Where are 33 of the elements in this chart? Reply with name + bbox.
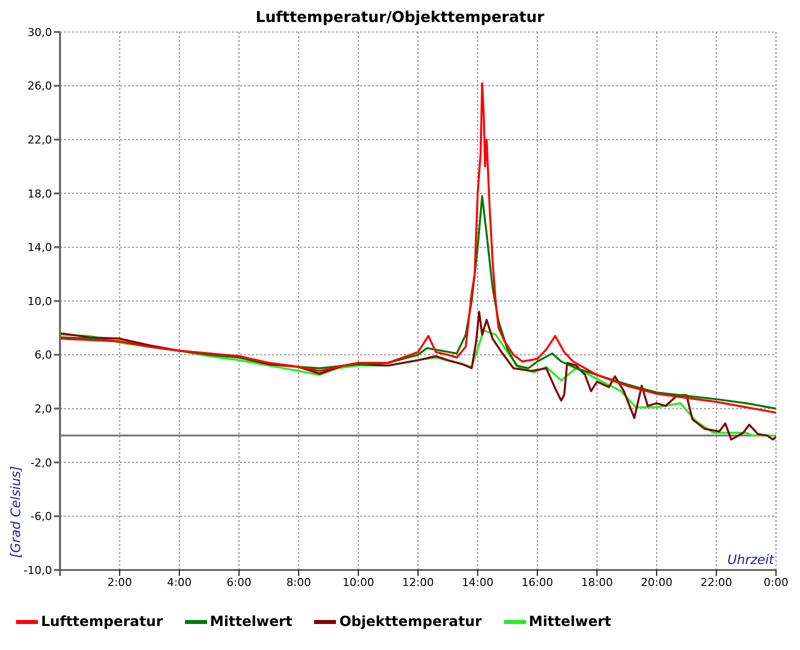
legend-label: Objekttemperatur [339,614,482,630]
y-axis-title: [Grad Celsius] [9,466,24,558]
x-tick-label: 0:00 [764,576,788,589]
legend-label: Mittelwert [528,614,612,630]
x-tick-label: 8:00 [286,576,312,589]
y-tick-label: 30,0 [28,26,52,39]
x-axis-title: Uhrzeit [727,553,775,568]
y-tick-label: 18,0 [28,187,52,200]
y-tick-label: 10,0 [28,294,52,308]
y-tick-label: -6,0 [30,510,52,524]
y-tick-label: 22,0 [28,134,52,147]
x-tick-label: 2:00 [107,576,132,589]
y-tick-label: -2,0 [30,456,52,470]
y-tick-label: 6,0 [34,348,52,362]
line-series [60,310,776,441]
y-tick-label: -10,0 [24,564,52,577]
x-tick-label: 18:00 [581,576,613,589]
x-tick-label: 12:00 [402,576,434,589]
line-series [60,330,776,436]
x-tick-label: 16:00 [521,576,554,589]
x-tick-label: 4:00 [166,576,192,589]
x-tick-label: 6:00 [226,576,252,589]
y-tick-label: 14,0 [28,241,52,254]
line-series [60,82,776,414]
legend-label: Mittelwert [210,614,292,630]
x-tick-label: 22:00 [700,576,732,589]
legend-label: Lufttemperatur [41,614,163,630]
x-tick-label: 20:00 [640,576,673,589]
y-tick-label: 26,0 [28,80,52,93]
x-tick-label: 14:00 [462,576,494,589]
chart-title: Lufttemperatur/Objekttemperatur [256,8,544,26]
y-tick-label: 2,0 [34,402,52,416]
x-tick-label: 10:00 [342,576,374,589]
